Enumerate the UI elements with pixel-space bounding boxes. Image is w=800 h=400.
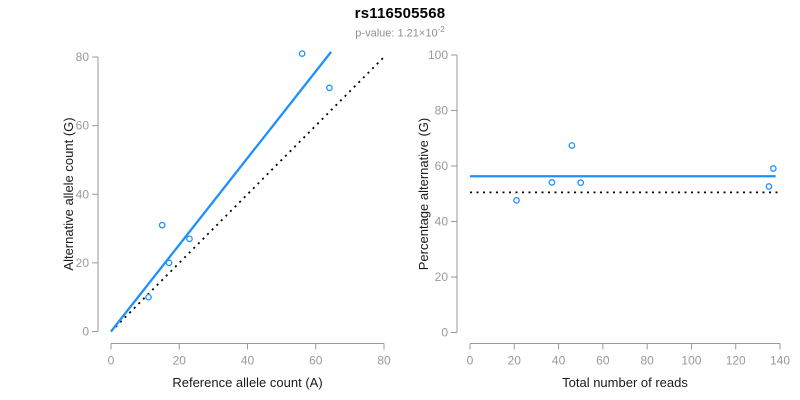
p-value-text: p-value: 1.21×10 — [355, 27, 438, 40]
y-tick-label: 60 — [76, 119, 90, 133]
data-point — [568, 142, 576, 149]
x-tick-label: 120 — [726, 354, 746, 368]
x-tick-label: 40 — [552, 354, 566, 368]
data-point — [513, 197, 520, 204]
x-tick-label: 80 — [377, 354, 391, 368]
y-tick-label: 20 — [76, 256, 90, 270]
figure-title: rs116505568 — [354, 5, 446, 22]
y-tick-label: 0 — [441, 326, 448, 340]
y-tick-label: 80 — [76, 50, 90, 64]
left-x-axis-title: Reference allele count (A) — [172, 375, 322, 390]
left-y-axis-title: Alternative allele count (G) — [61, 117, 76, 270]
x-tick-label: 0 — [108, 354, 115, 368]
p-value-exponent: -2 — [437, 25, 445, 34]
x-tick-label: 40 — [241, 354, 255, 368]
data-point — [765, 183, 773, 190]
right-x-axis-title: Total number of reads — [562, 375, 688, 390]
x-tick-label: 140 — [770, 354, 790, 368]
left-scatter-panel: 0 20 40 60 80 0 20 40 60 80 — [76, 50, 391, 368]
x-tick-label: 60 — [309, 354, 323, 368]
y-tick-label: 40 — [76, 187, 90, 201]
y-tick-label: 40 — [435, 215, 449, 229]
figure-subtitle: p-value: 1.21×10-2 — [0, 25, 800, 40]
data-point — [165, 259, 173, 267]
x-tick-label: 60 — [596, 354, 610, 368]
data-point — [770, 165, 777, 172]
data-point — [326, 84, 333, 92]
x-tick-label: 100 — [681, 354, 701, 368]
x-tick-label: 20 — [173, 354, 187, 368]
data-point — [158, 221, 166, 229]
y-tick-label: 20 — [435, 270, 449, 284]
data-point — [298, 50, 306, 57]
x-tick-label: 20 — [508, 354, 522, 368]
y-tick-label: 0 — [82, 325, 89, 339]
data-point — [186, 235, 193, 243]
data-point — [548, 179, 556, 186]
x-tick-label: 80 — [640, 354, 654, 368]
x-tick-label: 0 — [467, 354, 474, 368]
fit-line — [110, 51, 333, 333]
data-point — [145, 293, 152, 301]
data-point — [577, 179, 585, 186]
y-tick-label: 80 — [435, 104, 449, 118]
right-scatter-panel: 0 20 40 60 80 100 0 20 40 60 80 100 120 140 — [428, 48, 790, 368]
identity-line — [110, 54, 387, 333]
right-y-axis-title: Percentage alternative (G) — [416, 118, 431, 270]
y-tick-label: 60 — [435, 159, 449, 173]
y-tick-label: 100 — [428, 48, 448, 62]
